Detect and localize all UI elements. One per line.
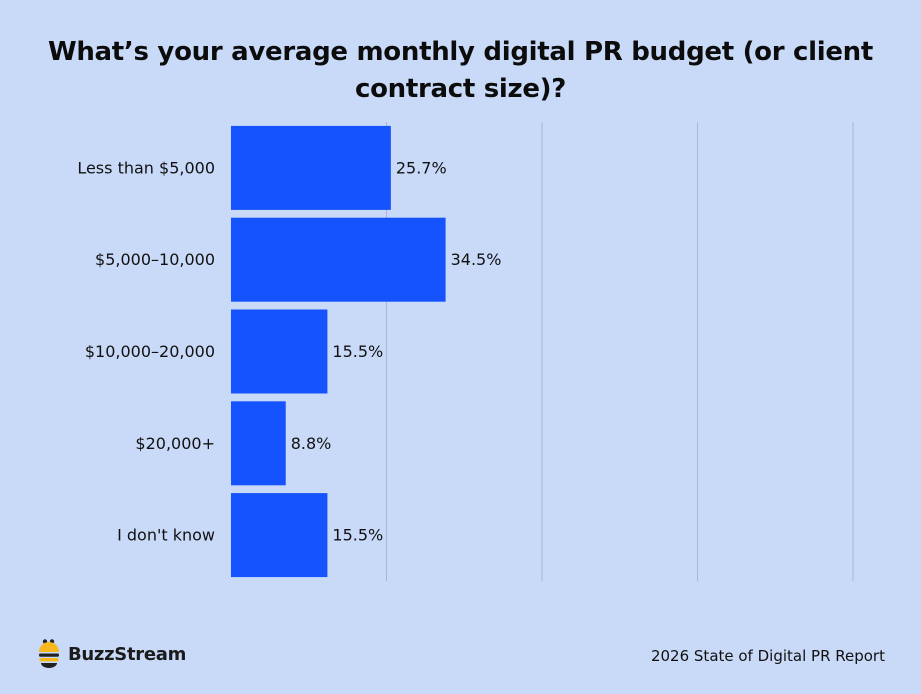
brand-logo-group: BuzzStream — [36, 636, 186, 672]
bar — [231, 217, 446, 302]
report-title: 2026 State of Digital PR Report — [650, 647, 885, 665]
bar — [231, 309, 328, 394]
category-label: I don't know — [117, 526, 215, 545]
bar — [231, 401, 286, 486]
data-label: 34.5% — [451, 250, 502, 269]
bar — [231, 125, 391, 210]
data-label: 15.5% — [332, 342, 383, 361]
category-label: Less than $5,000 — [77, 158, 215, 177]
buzzstream-logo-icon — [39, 639, 59, 668]
bar — [231, 493, 328, 578]
data-label: 25.7% — [396, 158, 447, 177]
category-label: $20,000+ — [135, 434, 215, 453]
brand-name: BuzzStream — [68, 643, 187, 665]
category-label: $10,000–20,000 — [85, 342, 215, 361]
category-label: $5,000–10,000 — [95, 250, 215, 269]
data-label: 15.5% — [332, 526, 383, 545]
data-label: 8.8% — [291, 434, 332, 453]
chart-title: What’s your average monthly digital PR b… — [47, 37, 874, 104]
